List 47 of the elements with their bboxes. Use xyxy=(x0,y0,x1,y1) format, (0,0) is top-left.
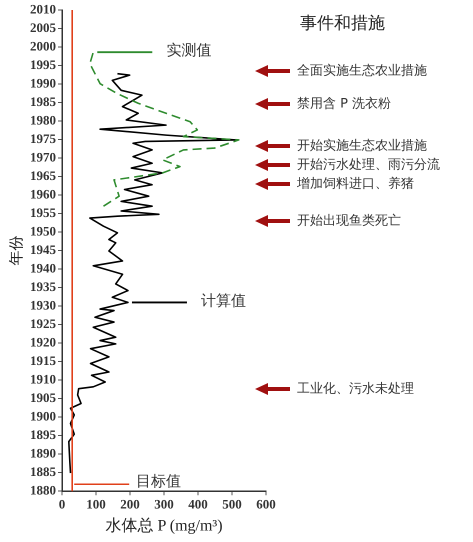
x-axis-title: 水体总 P (mg/m³) xyxy=(105,516,223,535)
y-tick-label: 1955 xyxy=(30,204,56,220)
y-tick-label: 1945 xyxy=(30,242,56,257)
legend-label: 计算值 xyxy=(200,291,246,310)
y-tick-label: 1935 xyxy=(30,278,56,294)
x-tick-label: 200 xyxy=(120,496,140,512)
y-tick-label: 1985 xyxy=(30,94,56,109)
x-tick-label: 0 xyxy=(58,496,66,512)
x-tick-label: 100 xyxy=(86,496,106,512)
y-tick-label: 2000 xyxy=(30,38,56,54)
text: 增加饲料进口、养猪 xyxy=(296,175,414,192)
y-tick-label: 1925 xyxy=(30,316,56,331)
y-tick-label: 1940 xyxy=(30,260,56,276)
text: 开始污水处理、雨污分流 xyxy=(297,156,440,172)
y-tick-label: 1900 xyxy=(30,408,56,424)
y-tick-label: 1970 xyxy=(30,149,56,164)
y-tick-label: 1910 xyxy=(30,372,56,387)
text: 全面实施生态农业措施 xyxy=(297,63,427,78)
text: 开始出现鱼类死亡 xyxy=(297,212,401,228)
y-tick-label: 1895 xyxy=(30,427,56,442)
y-tick-label: 1990 xyxy=(30,75,56,90)
y-tick-label: 1890 xyxy=(30,446,56,461)
text: 工业化、污水未处理 xyxy=(297,381,414,396)
y-axis-title: 年份 xyxy=(6,236,25,266)
x-tick-label: 400 xyxy=(188,496,208,512)
text: 开始实施生态农业措施 xyxy=(297,138,427,154)
y-tick-label: 1995 xyxy=(30,56,56,72)
y-tick-label: 1975 xyxy=(30,130,56,146)
legend-label: 实测值 xyxy=(166,41,212,60)
ref-line-label: 目标值 xyxy=(136,472,182,490)
y-tick-label: 1980 xyxy=(30,112,56,128)
y-tick-label: 1930 xyxy=(30,297,56,312)
text: 禁用含 P 洗衣粉 xyxy=(297,96,392,112)
y-tick-label: 1885 xyxy=(30,464,56,480)
y-tick-label: 1965 xyxy=(30,168,56,183)
text: 事件和措施 xyxy=(300,13,385,34)
y-tick-label: 1905 xyxy=(30,390,56,406)
x-tick-label: 300 xyxy=(154,496,174,512)
y-tick-label: 1915 xyxy=(30,353,56,368)
y-tick-label: 1950 xyxy=(30,223,56,238)
y-tick-label: 1960 xyxy=(30,186,56,202)
y-tick-label: 2010 xyxy=(30,1,56,16)
x-tick-label: 500 xyxy=(222,496,242,512)
y-tick-label: 1920 xyxy=(30,334,56,350)
y-tick-label: 2005 xyxy=(30,20,56,35)
y-tick-label: 1880 xyxy=(30,482,56,498)
x-tick-label: 600 xyxy=(256,496,276,512)
